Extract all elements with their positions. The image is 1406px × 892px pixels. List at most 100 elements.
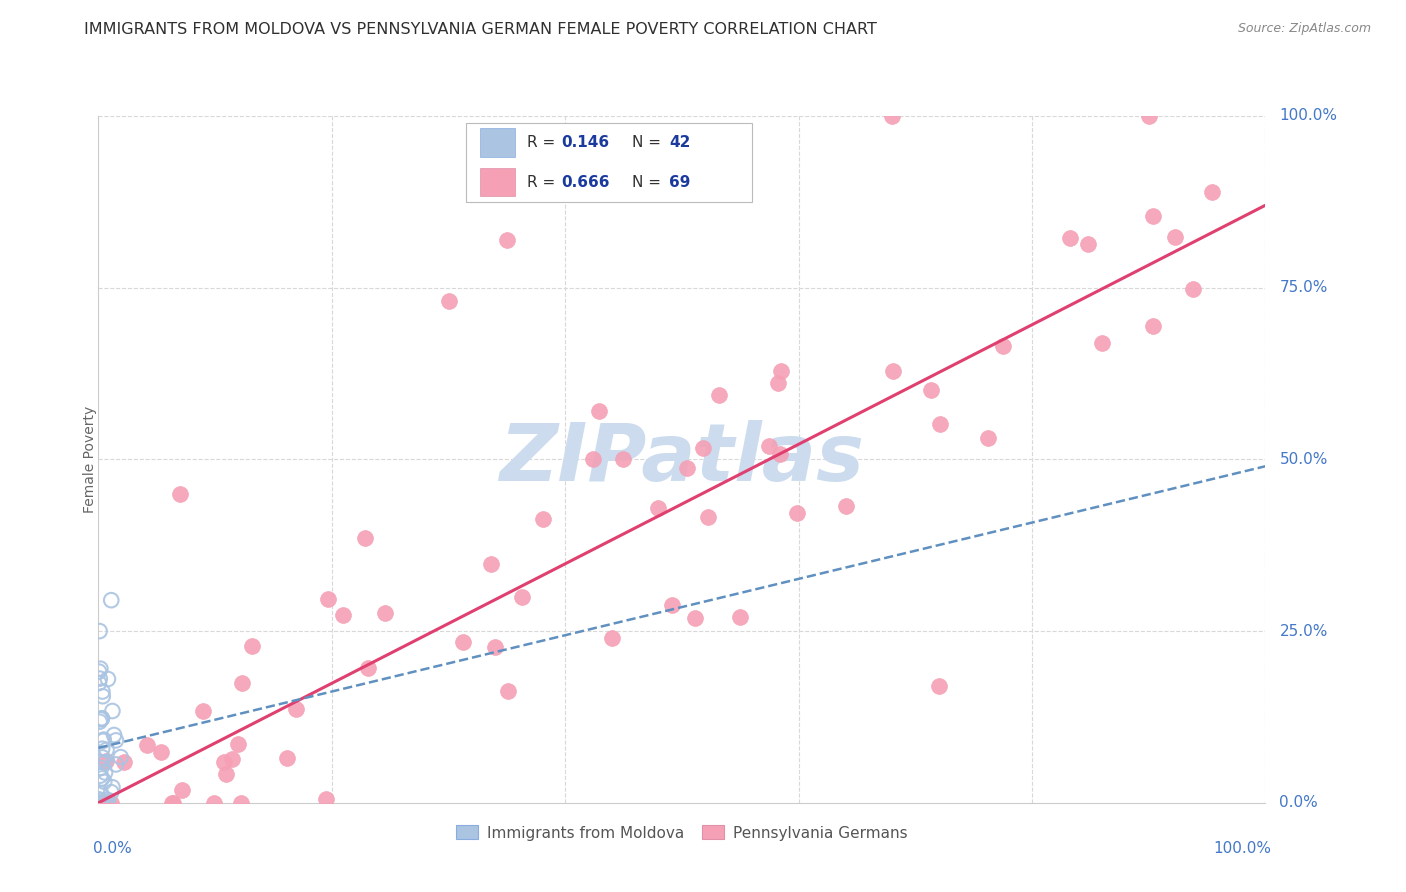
Text: R =: R = [527,175,560,190]
Point [193,704,215,718]
Point [1142,209,1164,223]
Point [685,611,707,625]
Point [89,796,111,810]
Point [89,672,111,686]
Point [730,610,752,624]
Point [920,383,942,397]
Point [316,592,339,607]
Point [215,767,238,781]
Point [90,787,112,801]
Point [96,743,118,757]
Point [835,499,858,513]
Point [94,796,117,810]
Point [149,745,172,759]
Text: 69: 69 [669,175,690,190]
Point [612,452,634,467]
Point [89,714,111,729]
Point [758,438,780,452]
Text: 100.0%: 100.0% [1213,840,1271,855]
Point [229,796,252,810]
Text: 42: 42 [669,135,690,150]
Point [1090,336,1112,351]
Point [977,431,1000,445]
Point [93,774,115,789]
Text: 0.0%: 0.0% [93,840,131,855]
Point [276,751,298,765]
Text: R =: R = [527,135,560,150]
Point [97,672,120,686]
Point [240,639,263,653]
Point [94,796,117,810]
Point [707,388,730,402]
Point [89,796,111,810]
Text: 0.666: 0.666 [562,175,610,190]
Point [647,501,669,516]
Point [91,684,114,698]
Point [101,704,124,718]
Point [1137,109,1160,123]
Point [221,752,243,766]
Point [588,404,610,418]
Point [231,676,253,690]
Point [110,750,132,764]
Point [928,417,950,431]
Point [451,635,474,649]
Point [97,793,120,807]
Point [90,712,112,726]
Point [91,750,114,764]
Point [479,558,502,572]
Point [1077,236,1099,251]
Point [91,690,114,704]
FancyBboxPatch shape [479,168,515,196]
Point [1142,318,1164,333]
Point [496,233,519,247]
Point [89,624,111,639]
Point [600,631,623,645]
Point [226,737,249,751]
Point [880,109,903,123]
Point [90,761,112,775]
Text: 100.0%: 100.0% [1279,109,1337,123]
Point [112,755,135,769]
Text: IMMIGRANTS FROM MOLDOVA VS PENNSYLVANIA GERMAN FEMALE POVERTY CORRELATION CHART: IMMIGRANTS FROM MOLDOVA VS PENNSYLVANIA … [84,22,877,37]
Point [89,769,111,783]
Point [87,676,110,690]
Point [89,662,111,676]
Point [100,785,122,799]
Point [100,593,122,607]
Point [484,640,506,655]
Legend: Immigrants from Moldova, Pennsylvania Germans: Immigrants from Moldova, Pennsylvania Ge… [450,820,914,847]
Text: 50.0%: 50.0% [1279,452,1327,467]
FancyBboxPatch shape [479,128,515,157]
Point [991,339,1014,353]
Point [531,512,554,526]
Point [661,598,683,612]
Point [135,739,157,753]
Point [89,796,111,810]
Point [162,796,184,810]
Point [786,506,808,520]
Point [89,755,111,769]
Point [356,661,378,675]
Point [104,733,127,747]
Point [91,796,114,810]
Point [90,712,112,726]
Point [87,665,110,679]
Point [374,606,396,620]
Point [437,294,460,309]
FancyBboxPatch shape [465,123,752,202]
Point [91,772,114,786]
Point [93,732,115,747]
Point [675,461,697,475]
Point [882,364,904,378]
Point [769,364,792,378]
Point [103,728,125,742]
Point [766,376,789,390]
Point [697,510,720,524]
Text: Source: ZipAtlas.com: Source: ZipAtlas.com [1237,22,1371,36]
Point [91,796,114,810]
Point [100,796,122,810]
Text: N =: N = [631,135,665,150]
Point [315,791,337,805]
Text: 75.0%: 75.0% [1279,280,1327,295]
